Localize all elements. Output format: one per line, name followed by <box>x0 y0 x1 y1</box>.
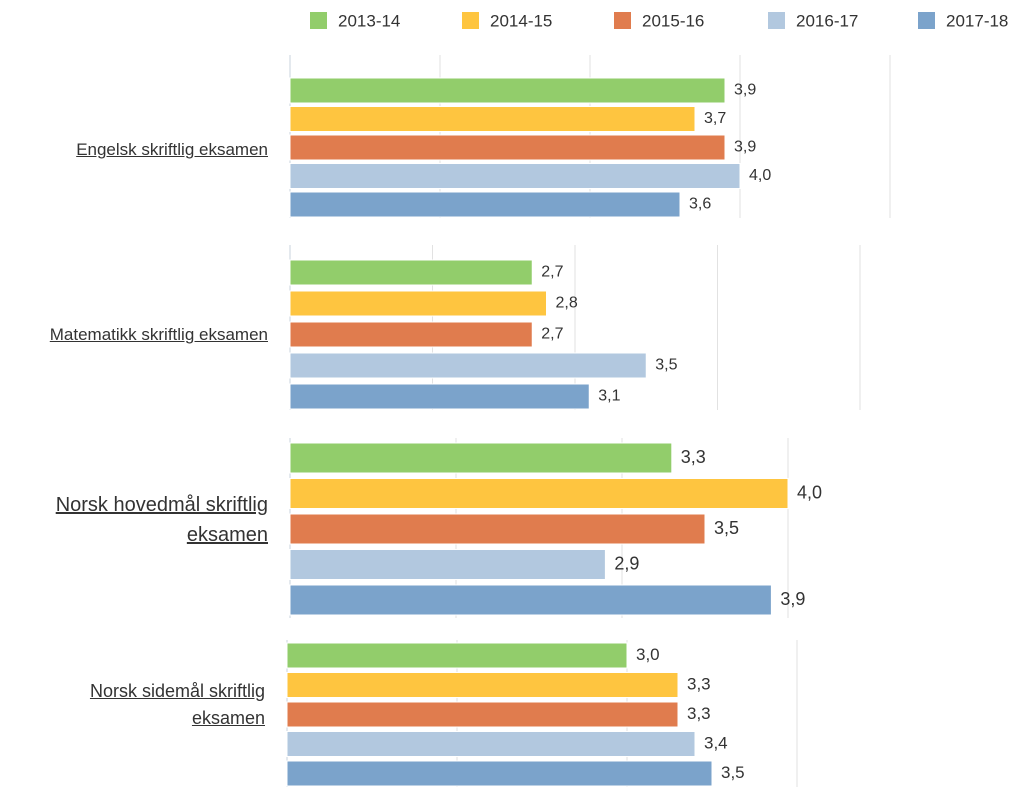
legend-swatch <box>310 12 327 29</box>
value-label: 3,0 <box>636 645 660 664</box>
value-label: 2,7 <box>541 326 563 343</box>
value-label: 2,7 <box>541 264 563 281</box>
bar <box>289 442 673 474</box>
category-label[interactable]: Norsk sidemål skriftlig eksamen <box>89 681 265 728</box>
value-label: 3,3 <box>687 674 711 693</box>
value-label: 3,9 <box>780 589 805 609</box>
bar <box>289 478 789 509</box>
bar <box>289 106 696 132</box>
bar <box>286 672 679 698</box>
value-label: 3,5 <box>721 763 745 782</box>
bar <box>289 352 647 379</box>
value-label: 4,0 <box>749 167 771 184</box>
bar <box>286 731 696 757</box>
bar <box>289 191 681 218</box>
bar <box>289 513 706 545</box>
category-label[interactable]: Norsk hovedmål skriftlig eksamen <box>55 494 268 546</box>
value-label: 3,6 <box>689 196 711 213</box>
bar <box>289 77 726 104</box>
legend-swatch <box>462 12 479 29</box>
legend-swatch <box>614 12 631 29</box>
bar <box>289 163 741 189</box>
value-label: 2,9 <box>614 553 639 573</box>
legend-label: 2017-18 <box>946 11 1008 30</box>
bar <box>289 549 606 580</box>
value-label: 4,0 <box>797 482 822 502</box>
category-label[interactable]: Matematikk skriftlig eksamen <box>49 325 268 344</box>
legend-label: 2014-15 <box>490 11 552 30</box>
legend-swatch <box>768 12 785 29</box>
value-label: 3,1 <box>598 388 620 405</box>
legend-label: 2013-14 <box>338 11 400 30</box>
bar <box>289 259 533 286</box>
legend-swatch <box>918 12 935 29</box>
value-label: 3,3 <box>681 447 706 467</box>
value-label: 3,9 <box>734 139 756 156</box>
legend-label: 2015-16 <box>642 11 704 30</box>
category-label[interactable]: Engelsk skriftlig eksamen <box>76 140 268 159</box>
legend-label: 2016-17 <box>796 11 858 30</box>
value-label: 3,4 <box>704 733 728 752</box>
value-label: 3,5 <box>714 518 739 538</box>
bar <box>289 321 533 348</box>
bar <box>289 383 590 410</box>
bar <box>286 760 713 787</box>
bar <box>286 701 679 728</box>
bar <box>286 642 628 669</box>
value-label: 3,9 <box>734 82 756 99</box>
value-label: 2,8 <box>556 295 578 312</box>
bar <box>289 290 547 317</box>
value-label: 3,3 <box>687 704 711 723</box>
bar <box>289 584 772 616</box>
bar <box>289 134 726 161</box>
value-label: 3,5 <box>655 357 677 374</box>
value-label: 3,7 <box>704 110 726 127</box>
